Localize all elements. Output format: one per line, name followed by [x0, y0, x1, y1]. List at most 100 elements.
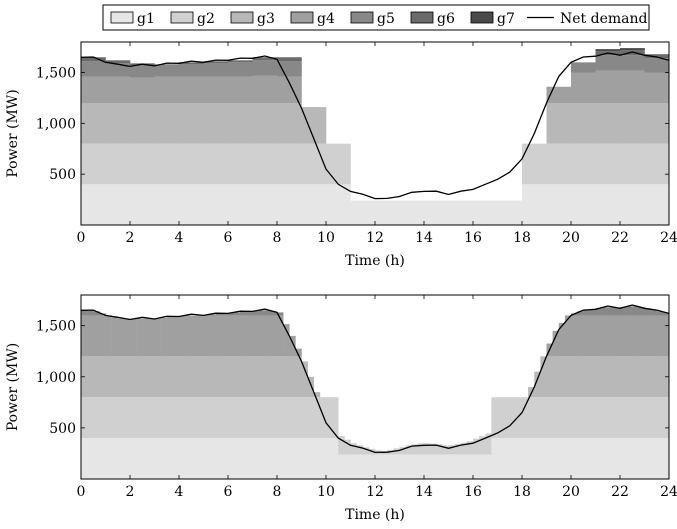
bar-g3 — [607, 356, 615, 398]
bar-g3 — [583, 356, 590, 398]
bar-g5 — [228, 62, 253, 77]
bar-g3 — [620, 356, 627, 398]
bar-g5 — [632, 306, 639, 316]
bar-g2 — [215, 397, 223, 439]
bar-g1 — [87, 438, 94, 479]
bar-g1 — [154, 438, 161, 479]
legend-label-g1: g1 — [137, 11, 155, 27]
bar-g4 — [87, 315, 94, 357]
x-tick-label: 18 — [513, 230, 531, 246]
bar-g1 — [105, 438, 112, 479]
bar-g2 — [179, 143, 204, 185]
bar-g2 — [638, 397, 645, 439]
bar-g2 — [534, 397, 541, 439]
legend-label-g2: g2 — [197, 11, 215, 27]
bar-g4 — [620, 315, 627, 357]
bar-g4 — [185, 315, 192, 357]
bar-g1 — [319, 438, 327, 479]
bar-g2 — [123, 397, 131, 439]
bar-g2 — [332, 397, 339, 439]
bar-g3 — [87, 356, 94, 398]
bar-g1 — [509, 438, 517, 479]
y-tick-label: 1,500 — [36, 319, 76, 335]
bar-g2 — [571, 397, 578, 439]
bar-g5 — [258, 310, 266, 316]
bar-g2 — [81, 397, 88, 439]
bar-g1 — [607, 438, 615, 479]
bar-g2 — [662, 397, 669, 439]
bar-g4 — [234, 315, 241, 357]
bar-g3 — [99, 356, 106, 398]
bar-g2 — [577, 397, 584, 439]
bar-g1 — [375, 200, 400, 225]
bar-g2 — [301, 397, 308, 439]
bar-g4 — [577, 315, 584, 357]
bar-g3 — [564, 356, 572, 398]
bar-g2 — [295, 397, 302, 439]
bar-g5 — [656, 311, 664, 316]
bar-g3 — [148, 356, 155, 398]
bar-g1 — [240, 438, 247, 479]
bar-g4 — [595, 70, 621, 103]
x-tick-label: 14 — [415, 484, 433, 500]
bar-g3 — [130, 103, 155, 144]
bar-g1 — [258, 438, 266, 479]
bar-g2 — [203, 397, 210, 439]
bar-g2 — [430, 443, 437, 455]
bar-g1 — [479, 454, 486, 479]
bar-g3 — [154, 356, 161, 398]
bar-g1 — [234, 438, 241, 479]
bar-g1 — [179, 184, 204, 225]
bar-g1 — [497, 438, 504, 479]
bar-g3 — [589, 356, 596, 398]
bar-g1 — [277, 438, 284, 479]
bar-g2 — [595, 397, 602, 439]
bar-g1 — [503, 438, 511, 479]
net-demand-line — [81, 51, 669, 200]
bar-g1 — [81, 438, 88, 479]
bar-g2 — [221, 397, 229, 439]
bar-g5 — [203, 63, 229, 77]
bar-g3 — [601, 356, 609, 398]
bar-g5 — [620, 307, 627, 316]
bar-g1 — [191, 438, 198, 479]
bar-g4 — [179, 76, 204, 103]
bar-g4 — [105, 76, 131, 103]
bar-g5 — [234, 312, 241, 316]
bar-g6 — [81, 57, 106, 62]
bar-g5 — [595, 308, 602, 316]
bar-g5 — [638, 307, 645, 316]
bar-g3 — [203, 103, 229, 144]
bar-g3 — [540, 356, 547, 398]
bar-g2 — [460, 442, 468, 455]
x-tick-label: 12 — [366, 230, 384, 246]
bar-g1 — [448, 200, 474, 225]
y-axis-title: Power (MW) — [5, 343, 21, 431]
bar-g2 — [522, 397, 529, 439]
bar-g1 — [185, 438, 192, 479]
bar-g1 — [368, 454, 376, 479]
bar-g2 — [528, 397, 535, 439]
bar-g4 — [154, 76, 180, 103]
y-tick-label: 500 — [49, 167, 76, 183]
bar-g3 — [221, 356, 229, 398]
bar-g1 — [172, 438, 180, 479]
bar-g1 — [209, 438, 217, 479]
bar-g6 — [228, 60, 253, 63]
x-tick-label: 0 — [77, 484, 86, 500]
bar-g3 — [313, 392, 321, 398]
bar-g4 — [160, 317, 168, 357]
bar-g4 — [295, 348, 302, 357]
bar-g5 — [154, 65, 180, 77]
bar-g1 — [515, 438, 523, 479]
bar-g1 — [460, 454, 468, 479]
bar-g4 — [571, 315, 578, 357]
bar-g1 — [277, 184, 302, 225]
bar-g1 — [252, 184, 278, 225]
bar-g1 — [203, 438, 210, 479]
bar-g3 — [111, 356, 119, 398]
bar-g4 — [203, 76, 229, 103]
bar-g2 — [338, 436, 345, 455]
bar-g1 — [93, 438, 100, 479]
